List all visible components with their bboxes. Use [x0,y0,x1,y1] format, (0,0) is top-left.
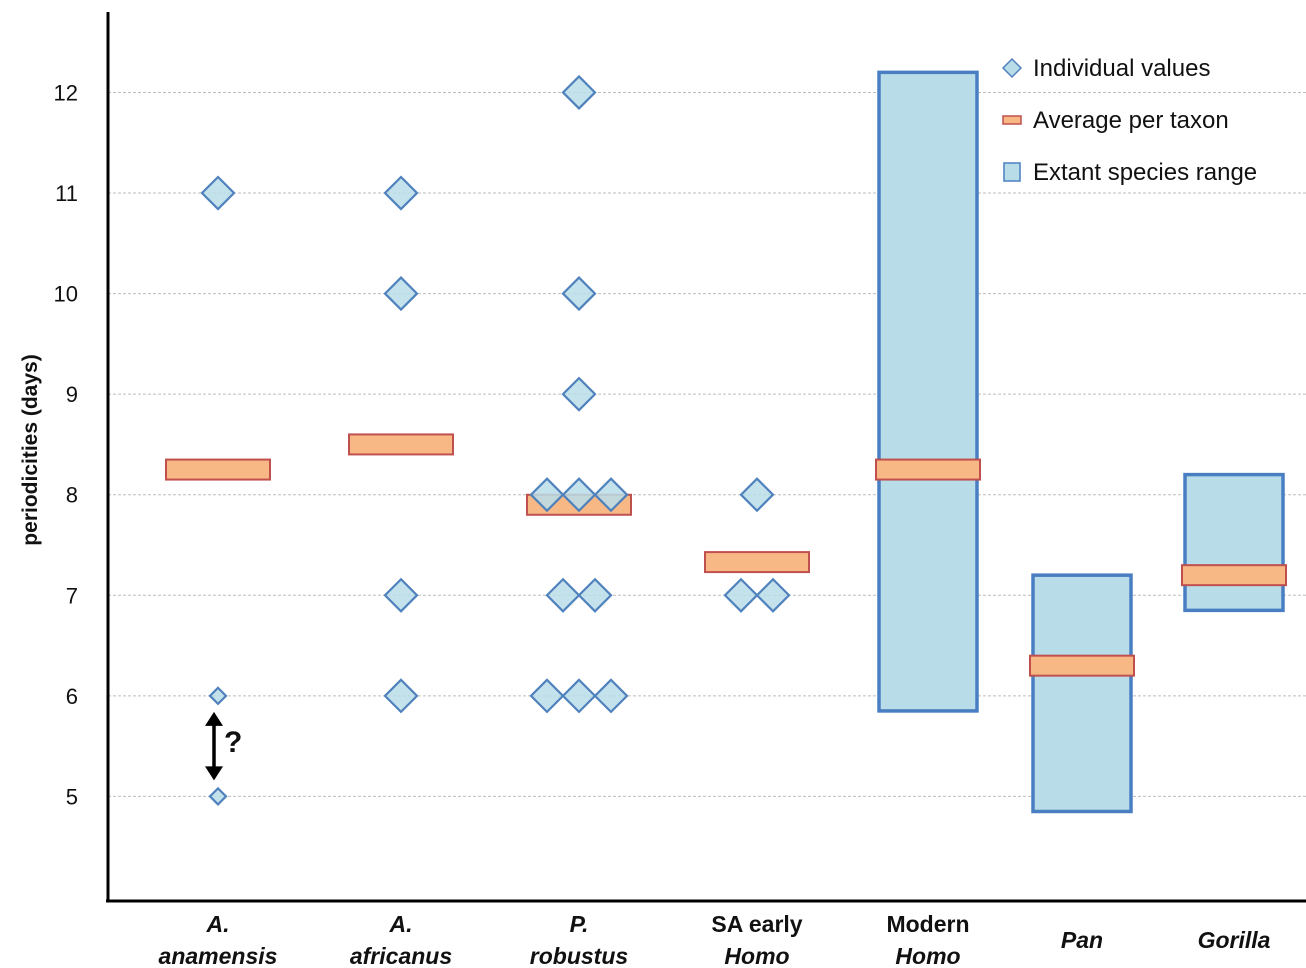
individual-value-point [577,577,613,613]
individual-value-point [529,678,565,714]
annotations: ? [205,711,242,781]
category-label: SA early [711,911,802,937]
individual-value-point [593,477,629,513]
arrow-head-down [205,766,223,781]
range-boxes [877,70,1285,814]
y-tick-label: 12 [54,80,78,105]
category-label: Gorilla [1198,927,1271,953]
legend-diamond-icon [1001,57,1023,79]
individual-value-point [561,376,597,412]
category-label: P. [570,911,589,937]
average-markers [165,433,1287,677]
individual-value-point [545,577,581,613]
individual-value-point [383,577,419,613]
individual-value-point [561,477,597,513]
legend-label: Average per taxon [1033,107,1229,134]
range-box [1031,573,1133,814]
category-label: A. [206,911,230,937]
individual-value-point [755,577,791,613]
average-marker [1029,654,1135,677]
individual-value-point [739,477,775,513]
individual-value-point [383,678,419,714]
y-tick-label: 10 [54,282,78,307]
y-tick-label: 6 [66,684,78,709]
category-label: Pan [1061,927,1103,953]
individual-value-point [200,175,236,211]
category-label: Modern [886,911,969,937]
individual-value-point [383,175,419,211]
legend-average-icon [1002,115,1022,125]
individual-value-point [208,786,228,806]
arrow-head-up [205,711,223,726]
uncertainty-question-mark: ? [224,726,242,759]
category-label: anamensis [159,943,278,968]
legend-range-icon [1003,162,1021,182]
average-marker [704,551,810,574]
range-box [877,70,979,713]
category-label: africanus [350,943,452,968]
y-axis-title: periodicities (days) [19,354,42,545]
individual-value-point [723,577,759,613]
axes [106,12,1306,903]
individual-value-point [561,678,597,714]
average-marker [875,458,981,481]
individual-value-point [208,686,228,706]
average-marker [348,433,454,456]
category-label: robustus [530,943,628,968]
individual-value-point [561,276,597,312]
category-label: Homo [724,943,789,968]
category-label: A. [389,911,413,937]
individual-value-point [593,678,629,714]
legend-label: Individual values [1033,55,1210,82]
individual-value-point [529,477,565,513]
category-label: Homo [895,943,960,968]
y-tick-label: 9 [66,382,78,407]
average-marker [1181,564,1287,587]
y-tick-label: 5 [66,784,78,809]
legend-label: Extant species range [1033,159,1257,186]
individual-points [200,74,791,806]
individual-value-point [561,74,597,111]
average-marker [165,458,271,481]
category-labels: A. anamensis A. africanus P. robustus SA early… [159,911,1271,968]
individual-value-point [383,276,419,312]
y-tick-label: 11 [55,181,78,206]
y-tick-label: 8 [66,483,78,508]
range-box [1183,472,1285,613]
legend: Individual values Average per taxon Extant… [1001,55,1257,186]
y-tick-label: 7 [66,583,78,608]
y-tick-labels: 5 6 7 8 9 10 11 12 [54,80,78,809]
